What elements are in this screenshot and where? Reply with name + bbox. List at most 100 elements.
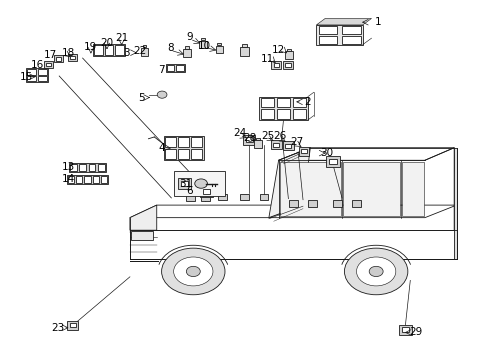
Text: 29: 29 (408, 327, 422, 337)
Bar (271, 61, 281, 69)
Bar (68, 54, 77, 61)
Bar (318, 26, 337, 34)
Bar (70, 323, 76, 327)
Bar (115, 45, 123, 55)
Text: 7: 7 (158, 64, 164, 75)
Text: 17: 17 (44, 50, 57, 60)
Bar (260, 109, 273, 119)
Bar (217, 43, 221, 45)
Bar (27, 69, 36, 75)
Text: 6: 6 (186, 186, 193, 197)
Bar (70, 164, 77, 171)
Bar (176, 65, 183, 71)
Text: 11: 11 (261, 54, 274, 64)
Bar (163, 135, 203, 160)
Bar (178, 137, 189, 147)
Polygon shape (130, 205, 157, 230)
Bar (240, 47, 248, 56)
Circle shape (157, 91, 166, 98)
Bar (276, 98, 289, 107)
Polygon shape (453, 148, 456, 259)
Text: 15: 15 (20, 72, 33, 82)
Bar (259, 194, 268, 200)
Bar (88, 164, 95, 171)
Polygon shape (268, 148, 310, 218)
Bar (94, 45, 102, 55)
Bar (260, 98, 273, 107)
Bar (101, 176, 107, 183)
Bar (283, 61, 292, 69)
Text: 3: 3 (123, 48, 129, 58)
Bar (199, 41, 206, 48)
Bar (203, 189, 210, 194)
Bar (201, 38, 204, 40)
Bar (401, 328, 408, 332)
Bar (341, 36, 360, 44)
Bar (27, 76, 36, 81)
Text: 14: 14 (61, 174, 75, 184)
Bar (285, 63, 290, 67)
Bar (273, 143, 279, 147)
Text: 30: 30 (319, 148, 332, 158)
Bar (292, 109, 306, 119)
Bar (285, 144, 291, 148)
Bar (181, 181, 187, 186)
Bar (199, 186, 213, 197)
Bar (183, 49, 190, 57)
Bar (316, 25, 362, 45)
Bar (287, 49, 291, 51)
Text: 22: 22 (133, 46, 146, 56)
Text: 1: 1 (374, 17, 381, 27)
Circle shape (344, 248, 407, 295)
Bar (178, 179, 190, 189)
Circle shape (368, 266, 382, 276)
Text: 31: 31 (179, 179, 192, 189)
Bar (46, 63, 51, 66)
Polygon shape (453, 148, 456, 259)
Bar (67, 175, 108, 184)
Polygon shape (316, 18, 371, 25)
Bar (191, 137, 202, 147)
Polygon shape (268, 205, 456, 218)
Bar (44, 61, 53, 68)
Bar (351, 200, 360, 207)
Bar (218, 194, 226, 200)
Text: 23: 23 (52, 323, 65, 333)
Text: 19: 19 (84, 42, 97, 51)
Text: 25: 25 (261, 131, 274, 141)
Polygon shape (401, 162, 423, 216)
Circle shape (161, 248, 224, 295)
Circle shape (356, 257, 395, 286)
Bar (215, 45, 222, 53)
Bar (240, 194, 248, 200)
Bar (84, 176, 90, 183)
Bar (70, 55, 75, 59)
Bar (38, 69, 47, 75)
Text: 20: 20 (100, 38, 113, 48)
Text: 8: 8 (167, 43, 173, 53)
Bar (308, 200, 317, 207)
Bar (245, 138, 252, 142)
Polygon shape (130, 205, 303, 218)
Circle shape (194, 179, 207, 188)
Text: 27: 27 (290, 138, 303, 147)
Bar (186, 195, 195, 201)
Bar (270, 140, 281, 149)
Text: 18: 18 (61, 48, 75, 58)
Bar (329, 159, 336, 164)
Bar (80, 164, 86, 171)
Bar (173, 171, 224, 196)
Bar (201, 195, 209, 201)
Bar (142, 45, 146, 48)
Bar (298, 147, 309, 156)
Text: 5: 5 (138, 93, 144, 103)
Bar (178, 149, 189, 159)
Bar (254, 140, 262, 148)
Bar (26, 68, 48, 82)
Text: 9: 9 (186, 32, 193, 42)
Bar (164, 137, 175, 147)
Bar (399, 325, 411, 335)
Bar (93, 44, 124, 57)
Bar (166, 65, 174, 71)
Polygon shape (343, 162, 399, 216)
